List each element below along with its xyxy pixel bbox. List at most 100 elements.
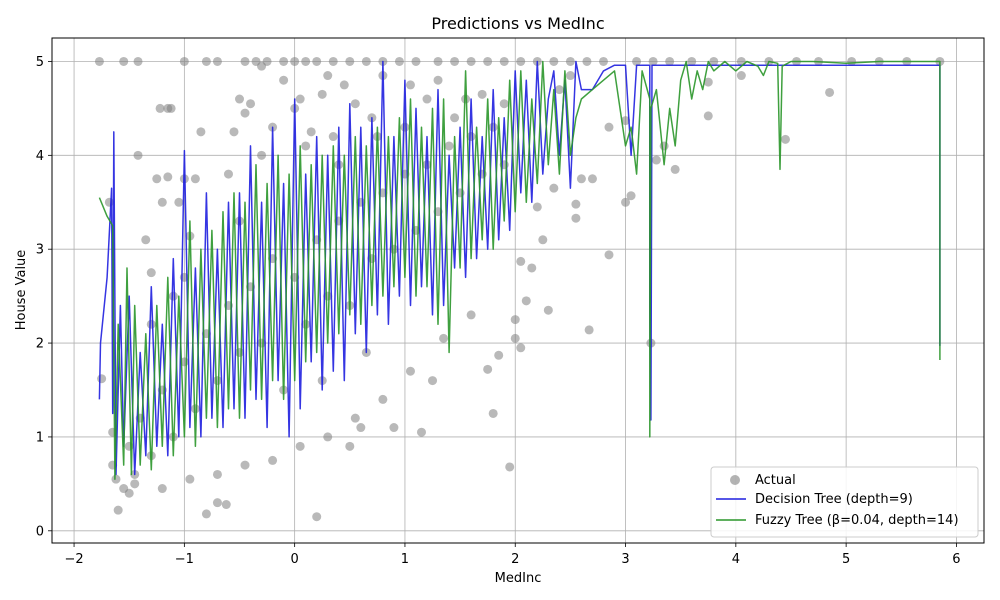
actual-point (157, 484, 167, 494)
actual-point (659, 141, 669, 151)
actual-point (240, 56, 250, 66)
y-axis-ticks: 0 1 2 3 4 5 (36, 55, 52, 539)
actual-point (328, 132, 338, 142)
plot-frame (51, 37, 985, 544)
actual-point (290, 56, 300, 66)
actual-point (582, 56, 592, 66)
fuzzy-tree-line (98, 60, 941, 480)
x-tick-label: −1 (175, 552, 194, 567)
actual-point (621, 197, 631, 207)
actual-point (538, 235, 548, 245)
actual-point (450, 113, 460, 123)
actual-point (201, 56, 211, 66)
actual-point (670, 164, 680, 174)
actual-point (433, 75, 443, 85)
actual-point (494, 350, 504, 360)
actual-point (328, 56, 338, 66)
actual-point (571, 199, 581, 209)
actual-point (240, 108, 250, 118)
actual-point (295, 441, 305, 451)
actual-point (111, 474, 121, 484)
actual-point (651, 155, 661, 165)
actual-point (477, 89, 487, 99)
actual-point (345, 441, 355, 451)
actual-point (521, 296, 531, 306)
actual-point (323, 432, 333, 442)
legend-box (710, 466, 979, 538)
actual-point (621, 116, 631, 126)
actual-point (301, 56, 311, 66)
actual-point (97, 374, 107, 384)
actual-point (703, 77, 713, 87)
actual-point (345, 56, 355, 66)
actual-point (532, 202, 542, 212)
actual-point (604, 122, 614, 132)
y-tick-label: 0 (36, 524, 44, 539)
y-tick-label: 5 (36, 55, 44, 70)
actual-point (306, 127, 316, 137)
actual-point (488, 122, 498, 132)
x-tick-label: 4 (732, 552, 740, 567)
actual-point (466, 132, 476, 142)
actual-point (212, 469, 222, 479)
actual-point (825, 87, 835, 97)
actual-point (510, 315, 520, 325)
actual-point (133, 150, 143, 160)
actual-point (312, 512, 322, 522)
actual-point (422, 94, 432, 104)
actual-point (279, 56, 289, 66)
actual-point (94, 56, 104, 66)
actual-point (257, 150, 267, 160)
legend-actual-marker (730, 475, 740, 485)
actual-point (499, 56, 509, 66)
actual-point (444, 141, 454, 151)
actual-point (483, 364, 493, 374)
actual-point (185, 474, 195, 484)
actual-point (124, 488, 134, 498)
actual-point (157, 197, 167, 207)
actual-point (598, 56, 608, 66)
actual-point (466, 56, 476, 66)
actual-point (146, 268, 156, 278)
actual-point (221, 500, 231, 510)
actual-point (527, 263, 537, 273)
actual-point (416, 427, 426, 437)
actual-point (196, 127, 206, 137)
actual-point (133, 56, 143, 66)
x-tick-label: 5 (842, 552, 850, 567)
actual-point (565, 71, 575, 81)
y-axis-label: House Value (14, 250, 29, 331)
actual-point (389, 423, 399, 433)
actual-point (411, 56, 421, 66)
actual-point (350, 99, 360, 109)
actual-point (632, 56, 642, 66)
x-tick-label: 1 (401, 552, 409, 567)
actual-point (510, 333, 520, 343)
y-tick-label: 4 (36, 149, 44, 164)
actual-point (235, 94, 245, 104)
plot-area (94, 56, 945, 522)
x-tick-label: −2 (64, 552, 83, 567)
actual-point (152, 174, 162, 184)
actual-point (146, 319, 156, 329)
actual-point (488, 408, 498, 418)
actual-point (389, 244, 399, 254)
actual-point (439, 333, 449, 343)
actual-point (378, 394, 388, 404)
actual-point (246, 99, 256, 109)
prediction-lines (98, 60, 941, 480)
actual-point (780, 134, 790, 144)
actual-point (301, 319, 311, 329)
x-tick-label: 0 (291, 552, 299, 567)
actual-point (356, 423, 366, 433)
actual-point (323, 71, 333, 81)
actual-point (130, 479, 140, 489)
x-tick-label: 2 (511, 552, 519, 567)
actual-point (141, 235, 151, 245)
actual-point (499, 99, 509, 109)
actual-point (450, 56, 460, 66)
actual-point (587, 174, 597, 184)
actual-point (163, 172, 173, 182)
actual-point (576, 174, 586, 184)
